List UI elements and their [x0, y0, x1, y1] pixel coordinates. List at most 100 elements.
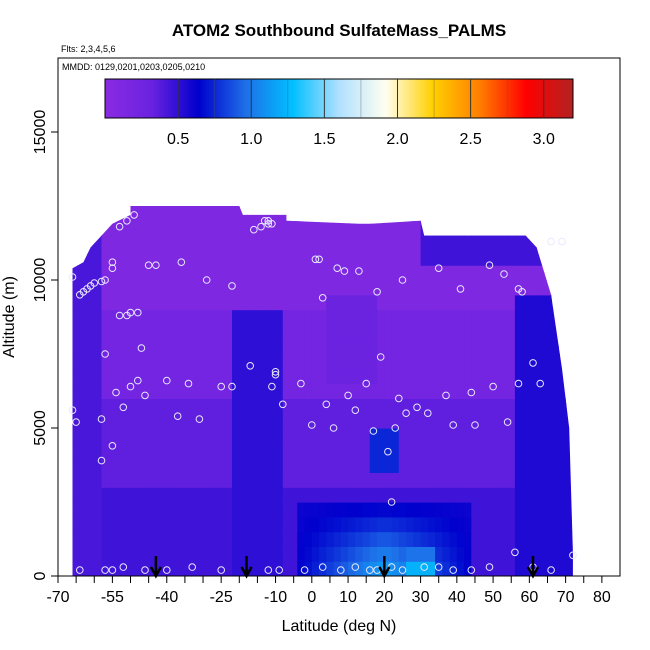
heatmap-cell: [145, 206, 153, 222]
heatmap-cell: [478, 472, 487, 488]
heatmap-cell: [406, 250, 414, 266]
heatmap-cell: [188, 531, 197, 547]
heatmap-cell: [500, 354, 509, 370]
heatmap-cell: [275, 428, 284, 444]
heatmap-cell: [449, 487, 458, 503]
heatmap-cell: [529, 413, 538, 429]
heatmap-cell: [326, 339, 335, 355]
sample-point: [217, 566, 225, 574]
heatmap-cell: [304, 235, 313, 251]
heatmap-cell: [348, 487, 356, 503]
heatmap-cell: [217, 220, 226, 237]
sample-point: [134, 308, 142, 317]
heatmap-cell: [340, 309, 349, 325]
heatmap-cell: [478, 413, 487, 429]
heatmap-cell: [275, 324, 284, 340]
heatmap-cell: [326, 472, 335, 488]
heatmap-cell: [253, 516, 262, 533]
heatmap-cell: [210, 398, 219, 414]
heatmap-cell: [116, 354, 124, 370]
heatmap-cell: [449, 546, 458, 562]
heatmap-cell: [391, 339, 400, 355]
heatmap-cell: [333, 309, 342, 325]
heatmap-cell: [384, 472, 393, 488]
heatmap-cell: [391, 531, 400, 547]
heatmap-cell: [188, 457, 197, 473]
heatmap-cell: [413, 280, 422, 296]
heatmap-cell: [137, 235, 146, 251]
heatmap-cell: [369, 472, 378, 488]
heatmap-cell: [246, 235, 255, 251]
heatmap-cell: [246, 280, 255, 296]
heatmap-cell: [514, 413, 523, 429]
sample-point: [119, 403, 128, 412]
heatmap-cell: [188, 487, 197, 503]
heatmap-cell: [478, 457, 487, 473]
heatmap-cell: [224, 368, 233, 385]
heatmap-cell: [297, 487, 306, 503]
heatmap-cell: [108, 561, 117, 576]
heatmap-cell: [369, 398, 378, 414]
heatmap-cell: [94, 250, 103, 266]
heatmap-cell: [188, 235, 197, 251]
sample-point: [112, 388, 120, 397]
sample-point: [311, 255, 320, 264]
heatmap-cell: [94, 398, 103, 414]
heatmap-cell: [195, 354, 204, 370]
heatmap-cell: [464, 442, 472, 459]
heatmap-cell: [319, 516, 327, 533]
heatmap-cell: [239, 294, 248, 311]
heatmap-cell: [391, 280, 400, 296]
heatmap-cell: [101, 324, 110, 340]
heatmap-cell: [188, 280, 197, 296]
heatmap-cell: [362, 235, 371, 251]
heatmap-cell: [507, 428, 516, 444]
heatmap-cell: [137, 280, 146, 296]
heatmap-cell: [507, 339, 516, 355]
heatmap-cell: [159, 472, 168, 488]
heatmap-cell: [195, 339, 204, 355]
heatmap-cell: [290, 413, 298, 429]
heatmap-cell: [471, 398, 480, 414]
heatmap-cell: [536, 339, 545, 355]
heatmap-cell: [449, 383, 458, 399]
sample-point: [144, 261, 153, 270]
heatmap-cell: [348, 383, 356, 399]
heatmap-cell: [108, 235, 117, 251]
heatmap-cell: [333, 457, 342, 473]
heatmap-cell: [145, 561, 153, 576]
heatmap-cell: [471, 368, 480, 385]
heatmap-cell: [522, 561, 530, 576]
heatmap-cell: [348, 546, 356, 562]
heatmap-cell: [435, 265, 443, 281]
heatmap-cell: [217, 354, 226, 370]
heatmap-cell: [72, 442, 81, 459]
heatmap-cell: [319, 339, 327, 355]
heatmap-cell: [333, 368, 342, 385]
heatmap-cell: [145, 487, 153, 503]
heatmap-cell: [543, 309, 552, 325]
heatmap-cell: [195, 428, 204, 444]
heatmap-cell: [398, 309, 407, 325]
heatmap-cell: [442, 339, 451, 355]
heatmap-cell: [239, 442, 248, 459]
sample-point: [373, 288, 381, 296]
heatmap-cell: [427, 413, 436, 429]
heatmap-cell: [79, 398, 88, 414]
heatmap-cell: [188, 294, 197, 311]
heatmap-cell: [543, 398, 552, 414]
heatmap-cell: [217, 368, 226, 385]
heatmap-cell: [137, 220, 146, 237]
heatmap-cell: [275, 398, 284, 414]
heatmap-cell: [79, 472, 88, 488]
heatmap-cell: [485, 457, 494, 473]
heatmap-cell: [543, 457, 552, 473]
sample-point: [547, 566, 555, 574]
heatmap-cell: [406, 472, 414, 488]
heatmap-cell: [384, 368, 393, 385]
heatmap-cell: [420, 309, 429, 325]
heatmap-cell: [449, 265, 458, 281]
sample-point: [434, 563, 443, 571]
heatmap-cell: [420, 516, 429, 533]
heatmap-cell: [217, 294, 226, 311]
